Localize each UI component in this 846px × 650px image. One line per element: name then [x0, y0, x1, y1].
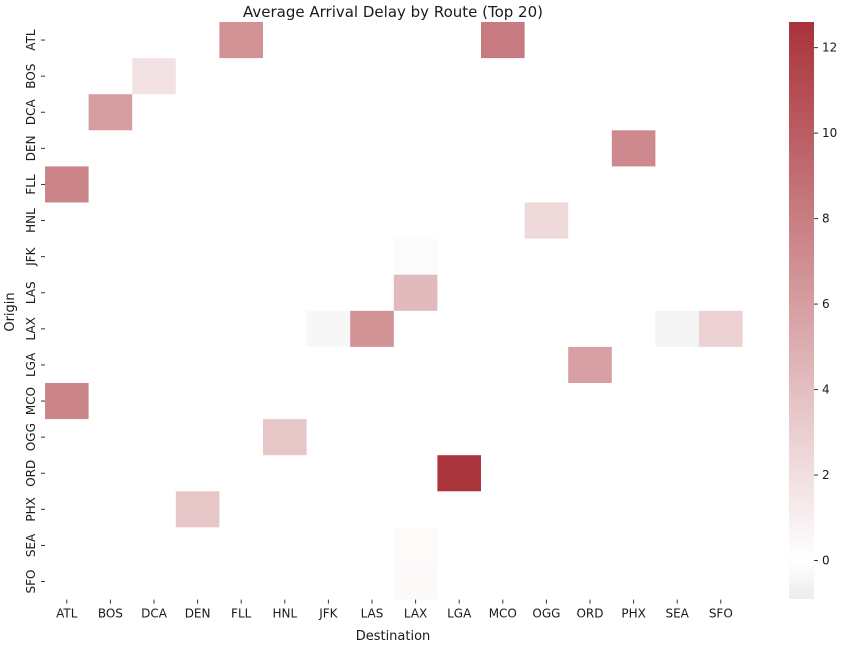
heatmap-cell-sea-lax — [393, 527, 438, 564]
plot-area — [45, 22, 743, 600]
y-axis: ATL BOS DCA DEN FLL HNL JFK LAS LAX LGA MCO OGG ORD P… — [24, 29, 45, 594]
x-tick-label: DEN — [185, 607, 211, 621]
x-tick-label: HNL — [272, 607, 297, 621]
x-axis: ATL BOS DCA DEN FLL HNL JFK LAS LAX LGA MCO OGG ORD P… — [56, 599, 733, 621]
y-tick-label: FLL — [24, 174, 38, 195]
colorbar-tick-label: 2 — [822, 468, 830, 482]
y-tick-label: ORD — [24, 460, 38, 487]
colorbar-tick-label: 0 — [822, 554, 830, 568]
heatmap-cell-lga-ord — [568, 346, 612, 383]
x-tick-label: SEA — [665, 607, 689, 621]
y-tick-label: SFO — [24, 570, 38, 594]
y-tick-label: OGG — [24, 423, 38, 451]
chart-title: Average Arrival Delay by Route (Top 20) — [243, 3, 543, 21]
colorbar-tick-label: 6 — [822, 297, 830, 311]
heatmap-cell-sfo-lax — [393, 563, 438, 600]
x-tick-label: FLL — [231, 607, 252, 621]
x-tick-label: LGA — [447, 607, 472, 621]
heatmap-cell-ogg-hnl — [263, 419, 307, 456]
x-tick-label: ORD — [576, 607, 603, 621]
x-tick-label: OGG — [532, 607, 560, 621]
y-tick-label: JFK — [24, 246, 38, 266]
heatmap-cell-lax-sfo — [699, 310, 743, 347]
x-tick-label: MCO — [489, 607, 517, 621]
heatmap-cell-dca-bos — [88, 94, 133, 131]
heatmap-cell-den-phx — [611, 130, 656, 167]
y-tick-label: LAS — [24, 281, 38, 304]
heatmap-cell-jfk-lax — [393, 238, 438, 275]
y-tick-label: LGA — [24, 352, 38, 377]
colorbar-tick-label: 10 — [822, 126, 837, 140]
heatmap-cell-phx-den — [175, 491, 220, 528]
colorbar-tick-label: 4 — [822, 383, 830, 397]
y-tick-label: LAX — [24, 317, 38, 340]
x-tick-label: BOS — [98, 607, 123, 621]
y-tick-label: SEA — [24, 533, 38, 557]
heatmap-cell-atl-fll — [219, 22, 263, 59]
y-tick-label: PHX — [24, 497, 38, 521]
heatmap-cell-hnl-ogg — [524, 202, 569, 239]
y-tick-label: HNL — [24, 208, 38, 233]
y-tick-label: BOS — [24, 64, 38, 89]
heatmap-cell-fll-atl — [45, 166, 89, 203]
colorbar-tick-label: 8 — [822, 212, 830, 226]
x-tick-label: LAX — [404, 607, 427, 621]
heatmap-cell-mco-atl — [45, 383, 89, 420]
y-tick-label: ATL — [24, 29, 38, 51]
x-tick-label: JFK — [318, 607, 338, 621]
x-tick-label: ATL — [56, 607, 78, 621]
y-tick-label: DCA — [24, 99, 38, 126]
heatmap-cell-lax-las — [350, 310, 394, 347]
x-axis-label: Destination — [356, 629, 431, 644]
y-axis-label: Origin — [3, 292, 18, 331]
heatmap-cell-las-lax — [393, 274, 438, 311]
x-tick-label: PHX — [621, 607, 645, 621]
x-tick-label: SFO — [709, 607, 733, 621]
x-tick-label: DCA — [141, 607, 168, 621]
colorbar: 0 2 4 6 8 10 12 — [789, 22, 837, 599]
colorbar-gradient — [789, 22, 814, 599]
colorbar-tick-label: 12 — [822, 41, 837, 55]
heatmap-cell-ord-lga — [437, 455, 481, 492]
heatmap-cell-lax-jfk — [306, 310, 351, 347]
y-tick-label: DEN — [24, 135, 38, 161]
heatmap-cell-atl-mco — [481, 22, 525, 59]
y-tick-label: MCO — [24, 387, 38, 415]
heatmap-cell-lax-sea — [655, 310, 699, 347]
x-tick-label: LAS — [361, 607, 384, 621]
heatmap-cell-bos-dca — [132, 58, 176, 95]
